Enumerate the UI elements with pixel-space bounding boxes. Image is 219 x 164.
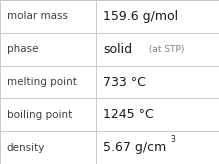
Text: 5.67 g/cm: 5.67 g/cm — [103, 141, 166, 154]
Text: (at STP): (at STP) — [146, 45, 184, 54]
Text: 159.6 g/mol: 159.6 g/mol — [103, 10, 178, 23]
Text: 733 °C: 733 °C — [103, 75, 146, 89]
Text: phase: phase — [7, 44, 38, 54]
Text: 1245 °C: 1245 °C — [103, 108, 154, 121]
Text: molar mass: molar mass — [7, 11, 68, 21]
Text: 3: 3 — [171, 135, 176, 144]
Text: boiling point: boiling point — [7, 110, 72, 120]
Text: density: density — [7, 143, 45, 153]
Text: solid: solid — [103, 43, 132, 56]
Text: melting point: melting point — [7, 77, 76, 87]
